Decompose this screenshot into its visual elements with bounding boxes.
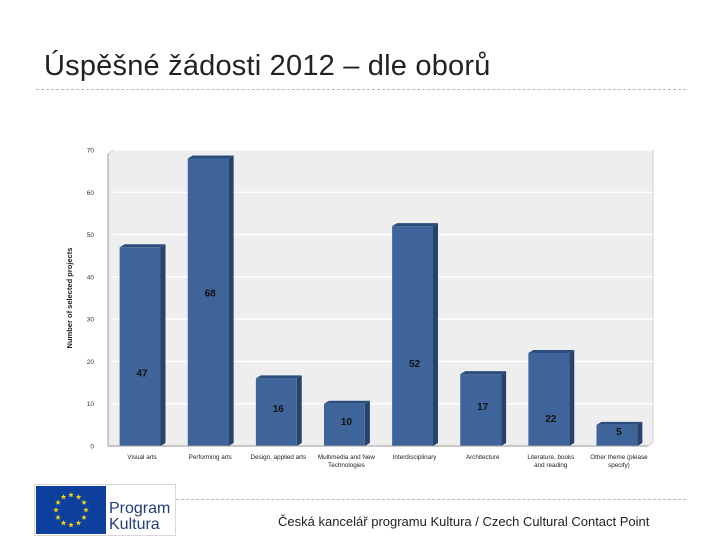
y-tick-label: 30: [87, 317, 95, 324]
x-tick-label: Multimedia and New: [318, 454, 375, 461]
data-label: 68: [205, 288, 217, 299]
bar: [324, 403, 365, 446]
footer-divider: [176, 499, 686, 500]
star-icon: [68, 522, 74, 528]
bar-top: [528, 349, 575, 353]
bar: [187, 158, 229, 446]
bar-top: [460, 371, 507, 375]
bar-side: [228, 155, 234, 446]
logo-text-program: Program: [109, 500, 171, 517]
bar-group: [528, 349, 575, 446]
bar: [460, 374, 502, 446]
star-icon: [53, 507, 59, 513]
x-tick-label: and reading: [534, 462, 568, 469]
bar-top: [119, 244, 166, 248]
bar: [596, 424, 638, 446]
slide-title: Úspěšné žádosti 2012 – dle oborů: [44, 50, 491, 82]
x-tick-label: Interdisciplinary: [393, 454, 438, 461]
bar: [119, 247, 161, 446]
star-icon: [55, 499, 61, 505]
y-tick-label: 0: [90, 444, 94, 451]
x-tick-label: Architecture: [466, 454, 500, 461]
y-tick-label: 20: [87, 359, 95, 366]
data-label: 52: [409, 359, 421, 370]
bar-side: [364, 400, 370, 446]
bar-side: [637, 421, 643, 446]
bar-side: [160, 244, 166, 446]
y-tick-label: 10: [87, 401, 95, 408]
data-label: 47: [137, 368, 149, 379]
x-tick-label: Other theme (please: [590, 454, 648, 461]
data-label: 5: [616, 427, 622, 438]
x-tick-label: Visual arts: [127, 454, 156, 461]
y-axis-title: Number of selected projects: [65, 248, 74, 349]
data-label: 17: [477, 402, 489, 413]
y-tick-label: 70: [87, 148, 95, 155]
bar-top: [392, 223, 438, 227]
x-tick-label: Technologies: [328, 462, 365, 469]
y-tick-label: 40: [87, 274, 95, 281]
x-tick-label: Performing arts: [189, 454, 232, 461]
y-tick-label: 60: [87, 190, 95, 197]
star-icon: [75, 494, 82, 500]
bar-side: [296, 375, 302, 446]
bar-chart: 0 10 20 30 40 50 60 70 Number of selected projec…: [65, 148, 654, 469]
bar-group: [392, 223, 438, 446]
star-icon: [55, 514, 61, 520]
eu-flag-icon: [36, 486, 106, 534]
bar-top: [324, 400, 370, 404]
bar: [392, 226, 433, 446]
bar: [528, 352, 570, 446]
logo-text-kultura: Kultura: [109, 516, 160, 533]
star-icon: [68, 492, 74, 498]
star-icon: [83, 507, 89, 513]
bar-group: [596, 421, 643, 446]
title-divider: [36, 89, 686, 90]
bar-group: [187, 155, 234, 446]
bar-group: [460, 371, 507, 446]
bar-side: [501, 371, 507, 446]
bar-side: [433, 223, 438, 446]
x-tick-label: specify): [608, 462, 630, 469]
bar-group: [255, 375, 302, 446]
x-tick-label: Literature, books: [527, 454, 574, 461]
program-kultura-logo: Program Kultura: [34, 484, 176, 536]
star-icon: [75, 519, 82, 526]
bar-top: [187, 155, 234, 159]
bar: [255, 378, 297, 446]
data-label: 10: [341, 417, 353, 428]
data-label: 22: [545, 414, 557, 425]
bar-side: [569, 349, 575, 446]
star-icon: [60, 519, 67, 526]
star-icon: [60, 494, 67, 500]
data-label: 16: [273, 404, 285, 415]
star-icon: [81, 499, 87, 505]
bar-top: [596, 421, 643, 425]
y-tick-label: 50: [87, 232, 95, 239]
star-icon: [81, 514, 87, 520]
bar-top: [255, 375, 302, 379]
bar-group: [119, 244, 166, 446]
bar-group: [324, 400, 370, 446]
footer-text: Česká kancelář programu Kultura / Czech …: [278, 514, 650, 529]
x-tick-label: Design, applied arts: [250, 454, 306, 461]
